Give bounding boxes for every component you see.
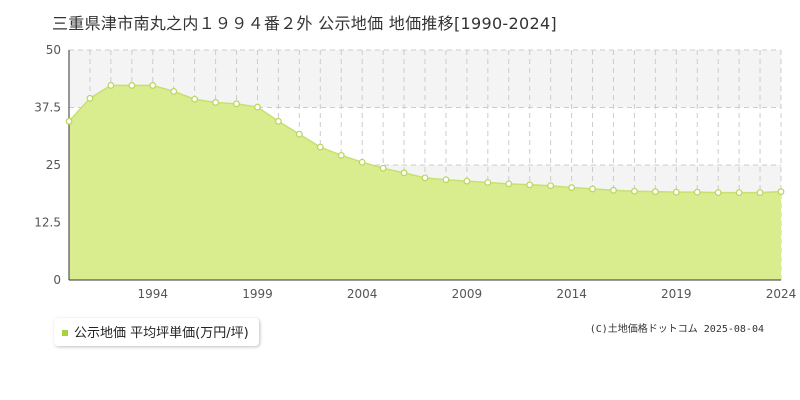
data-point: [128, 82, 136, 89]
data-point: [149, 82, 157, 89]
data-point: [672, 188, 680, 196]
data-point: [86, 94, 94, 102]
legend-swatch: [62, 329, 68, 336]
data-point: [463, 177, 471, 185]
area-fill: [69, 85, 781, 280]
data-point: [610, 186, 617, 194]
data-point: [107, 82, 115, 89]
data-point: [693, 188, 701, 196]
data-point: [233, 100, 240, 108]
data-point: [65, 117, 73, 125]
data-point: [191, 95, 199, 103]
data-point: [547, 182, 555, 190]
copyright-notice: (C)土地価格ドットコム 2025-08-04: [589, 324, 764, 335]
chart-legend[interactable]: 公示地価 平均坪単価(万円/坪): [54, 318, 259, 346]
y-tick-label: 37.5: [34, 101, 61, 115]
data-point: [484, 179, 492, 186]
x-tick-label: 2009: [452, 287, 483, 301]
data-point: [421, 174, 429, 182]
data-point: [337, 151, 345, 159]
data-point: [714, 189, 722, 197]
chart-markers: [65, 82, 785, 197]
data-point: [505, 180, 513, 188]
chart-title: 三重県津市南丸之内１９９４番２外 公示地価 地価推移[1990-2024]: [52, 14, 557, 33]
x-tick-label: 1994: [137, 287, 168, 301]
legend-label: 公示地価 平均坪単価(万円/坪): [74, 326, 249, 341]
x-tick-label: 2019: [661, 287, 692, 301]
data-point: [589, 185, 596, 193]
data-point: [295, 130, 303, 138]
data-point: [631, 187, 638, 195]
data-point: [316, 143, 324, 151]
x-tick-label: 1999: [242, 287, 273, 301]
chart-axes: [68, 50, 781, 281]
x-tick-label: 2014: [556, 287, 587, 301]
y-tick-label: 25: [46, 158, 61, 172]
data-point: [526, 181, 534, 189]
chart-tick-labels: 0 12.5 25 37.5 50 1994 1999 2004 2009 2014 2019 202…: [34, 43, 796, 301]
data-point: [568, 184, 575, 191]
x-tick-label: 2004: [347, 287, 378, 301]
data-point: [254, 103, 261, 111]
data-point: [358, 158, 366, 166]
x-tick-label: 2024: [766, 287, 797, 301]
data-point: [275, 117, 282, 125]
data-point: [777, 188, 785, 196]
y-tick-label: 0: [53, 273, 61, 287]
data-point: [756, 189, 764, 197]
y-tick-label: 12.5: [34, 216, 61, 230]
data-point: [442, 176, 450, 184]
data-point: [735, 189, 743, 197]
data-point: [170, 87, 178, 95]
data-point: [400, 169, 408, 177]
y-tick-label: 50: [46, 43, 61, 57]
data-point: [379, 164, 387, 172]
data-point: [212, 99, 219, 106]
data-point: [651, 188, 659, 196]
